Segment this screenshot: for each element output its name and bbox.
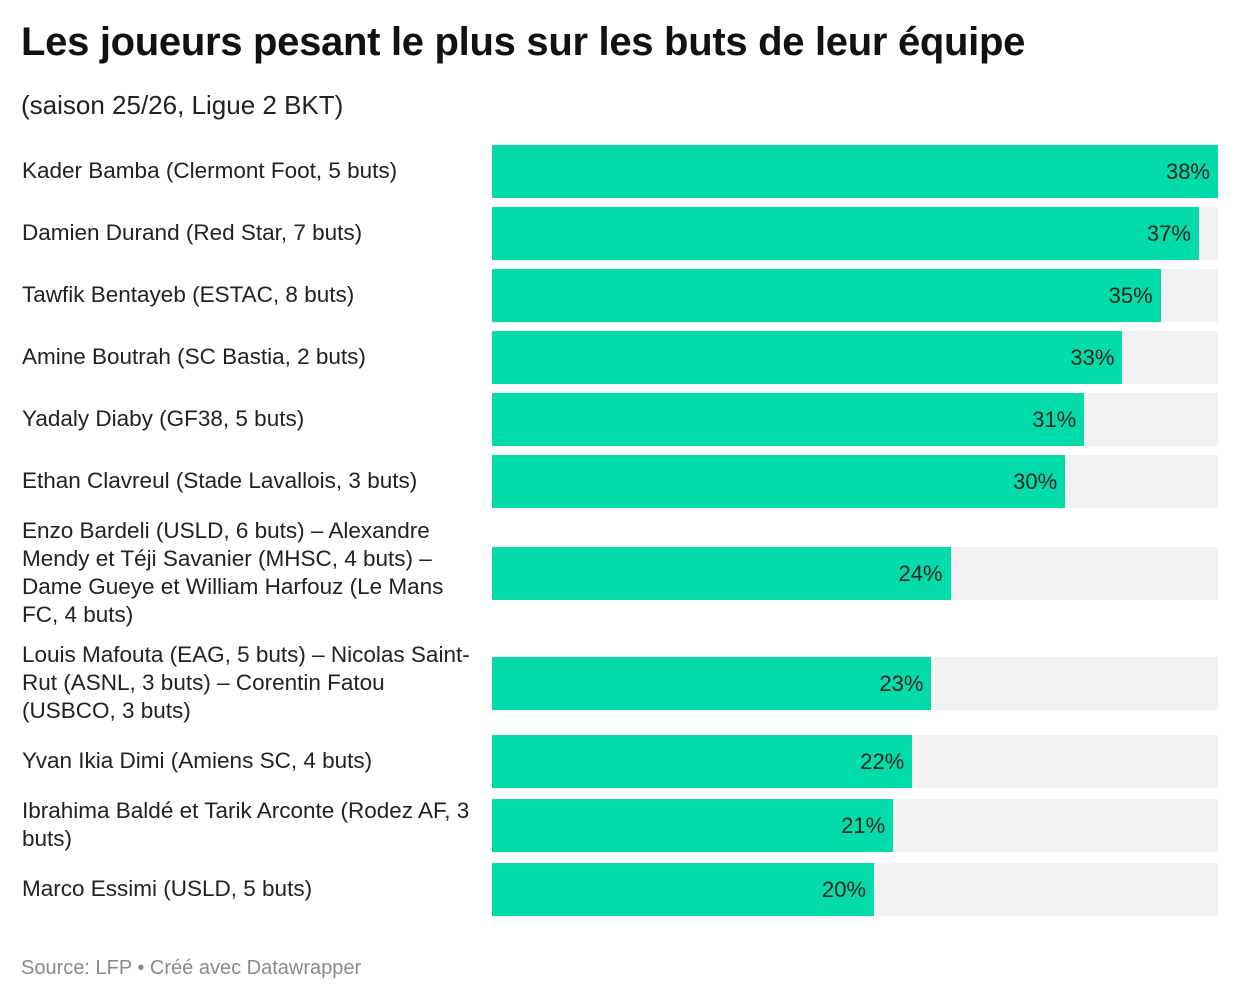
bar-category-label: Amine Boutrah (SC Bastia, 2 buts) <box>22 344 366 369</box>
bar-track: 21% <box>492 798 1218 852</box>
bar-value-label: 35% <box>1108 282 1153 308</box>
bar-row: Yvan Ikia Dimi (Amiens SC, 4 buts) 22% <box>0 734 1240 788</box>
bar-value-label: 33% <box>1070 344 1115 370</box>
bar-track: 30% <box>492 454 1218 508</box>
bar-track: 20% <box>492 862 1218 916</box>
bar-track: 38% <box>492 144 1218 198</box>
bar-track: 23% <box>492 656 1218 710</box>
bar-track: 35% <box>492 268 1218 322</box>
bar: 38% <box>492 144 1218 198</box>
bar-category-label: Marco Essimi (USLD, 5 buts) <box>22 876 313 901</box>
bar: 37% <box>492 206 1199 260</box>
bar-value-label: 24% <box>898 560 943 586</box>
bar-value-label: 38% <box>1165 158 1210 184</box>
bar-value-label: 21% <box>841 812 886 838</box>
bar-row: Ibrahima Baldé et Tarik Arconte (Rodez A… <box>0 797 1240 853</box>
bar: 21% <box>492 798 894 852</box>
bar: 35% <box>492 268 1161 322</box>
bar-category-label: Enzo Bardeli (USLD, 6 buts) – Alexandre … <box>22 518 444 627</box>
bar-row: Amine Boutrah (SC Bastia, 2 buts) 33% <box>0 330 1240 384</box>
bar-category-label: Tawfik Bentayeb (ESTAC, 8 buts) <box>22 282 355 307</box>
bar-row: Kader Bamba (Clermont Foot, 5 buts) 38% <box>0 144 1240 198</box>
bar-category-label: Ethan Clavreul (Stade Lavallois, 3 buts) <box>22 468 418 493</box>
bar-category-label: Louis Mafouta (EAG, 5 buts) – Nicolas Sa… <box>22 642 470 723</box>
bar: 23% <box>492 656 932 710</box>
bar-value-label: 30% <box>1013 468 1058 494</box>
bar-category-label: Kader Bamba (Clermont Foot, 5 buts) <box>22 158 398 183</box>
bar: 22% <box>492 734 913 788</box>
bar-row: Louis Mafouta (EAG, 5 buts) – Nicolas Sa… <box>0 640 1240 726</box>
bar-row: Damien Durand (Red Star, 7 buts) 37% <box>0 206 1240 260</box>
source-note: Source: LFP • Créé avec Datawrapper <box>21 957 362 979</box>
bar-category-label: Damien Durand (Red Star, 7 buts) <box>22 220 363 245</box>
bar-track: 37% <box>492 206 1218 260</box>
bar-row: Tawfik Bentayeb (ESTAC, 8 buts) 35% <box>0 268 1240 322</box>
bar-value-label: 22% <box>860 748 905 774</box>
bar-value-label: 31% <box>1032 406 1077 432</box>
bar-value-label: 37% <box>1146 220 1191 246</box>
chart-subtitle: (saison 25/26, Ligue 2 BKT) <box>21 90 344 120</box>
bar-category-label: Ibrahima Baldé et Tarik Arconte (Rodez A… <box>22 798 470 851</box>
bar-track: 33% <box>492 330 1218 384</box>
bar-category-label: Yadaly Diaby (GF38, 5 buts) <box>22 406 305 431</box>
bar: 33% <box>492 330 1123 384</box>
bar-track: 31% <box>492 392 1218 446</box>
bar-value-label: 23% <box>879 670 924 696</box>
bar: 31% <box>492 392 1085 446</box>
bar-track: 22% <box>492 734 1218 788</box>
bar-track: 24% <box>492 546 1218 600</box>
bar-category-label: Yvan Ikia Dimi (Amiens SC, 4 buts) <box>22 748 373 773</box>
bar-row: Enzo Bardeli (USLD, 6 buts) – Alexandre … <box>0 516 1240 630</box>
bar-row: Ethan Clavreul (Stade Lavallois, 3 buts)… <box>0 454 1240 508</box>
bar: 24% <box>492 546 951 600</box>
bar: 20% <box>492 862 875 916</box>
chart-title: Les joueurs pesant le plus sur les buts … <box>21 20 1026 64</box>
bar-value-label: 20% <box>822 876 867 902</box>
bar-row: Yadaly Diaby (GF38, 5 buts) 31% <box>0 392 1240 446</box>
bar: 30% <box>492 454 1066 508</box>
bar-row: Marco Essimi (USLD, 5 buts) 20% <box>0 862 1240 916</box>
